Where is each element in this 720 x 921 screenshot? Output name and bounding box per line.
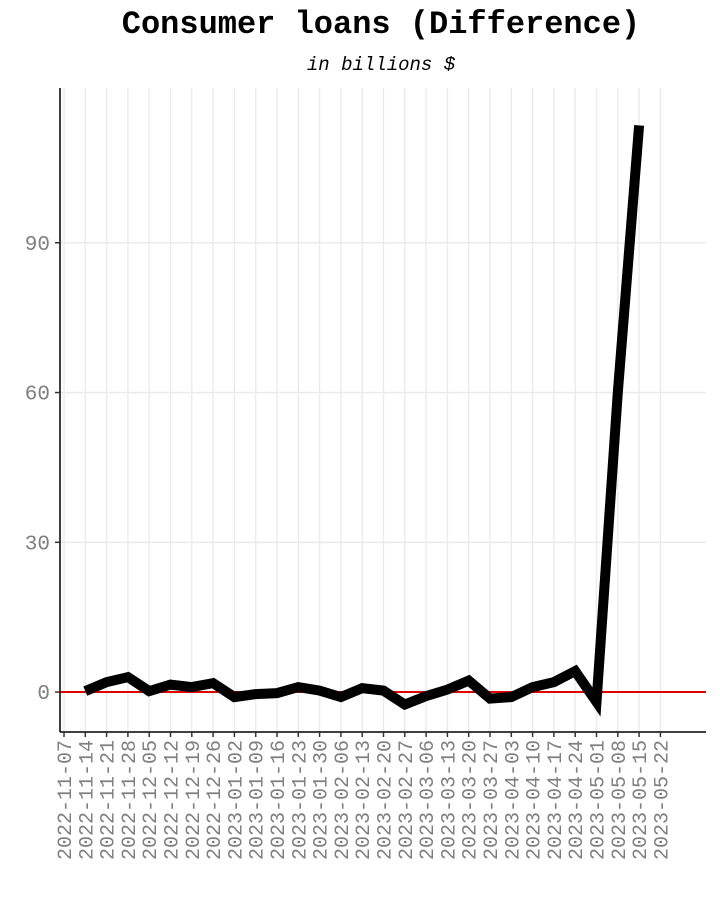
x-tick-label: 2023-04-17 [545,740,568,860]
x-tick-label: 2023-03-06 [417,740,440,860]
x-tick-label: 2022-12-19 [183,740,206,860]
x-tick-label: 2023-01-09 [247,740,270,860]
x-tick-label: 2023-04-03 [502,740,525,860]
x-tick-label: 2022-12-12 [162,740,185,860]
x-tick-label: 2023-05-22 [651,740,674,860]
x-tick-label: 2023-01-23 [289,740,312,860]
y-tick-label: 30 [25,533,50,556]
series-line [83,125,645,717]
x-tick-label: 2022-12-05 [140,740,163,860]
x-tick-label: 2023-04-10 [524,740,547,860]
x-tick-label: 2023-03-20 [460,740,483,860]
x-tick-label: 2023-05-08 [609,740,632,860]
x-tick-label: 2023-04-24 [566,740,589,860]
x-tick-label: 2022-11-28 [119,740,142,860]
x-tick-label: 2023-02-20 [375,740,398,860]
y-tick-label: 0 [37,683,50,706]
x-tick-label: 2023-01-30 [311,740,334,860]
x-tick-label: 2023-03-27 [481,740,504,860]
chart-subtitle: in billions $ [306,54,456,76]
x-tick-label: 2023-02-13 [353,740,376,860]
y-tick-label: 60 [25,384,50,407]
x-tick-label: 2023-02-06 [332,740,355,860]
x-tick-label: 2023-03-13 [438,740,461,860]
x-tick-label: 2022-11-07 [55,740,78,860]
x-tick-label: 2023-01-16 [268,740,291,860]
chart-title: Consumer loans (Difference) [121,6,641,43]
x-tick-label: 2023-05-15 [630,740,653,860]
x-tick-label: 2023-05-01 [588,740,611,860]
y-tick-label: 90 [25,234,50,257]
x-tick-label: 2022-11-14 [76,740,99,860]
x-tick-label: 2023-02-27 [396,740,419,860]
x-tick-label: 2023-01-02 [225,740,248,860]
x-tick-label: 2022-12-26 [204,740,227,860]
x-tick-label: 2022-11-21 [98,740,121,860]
